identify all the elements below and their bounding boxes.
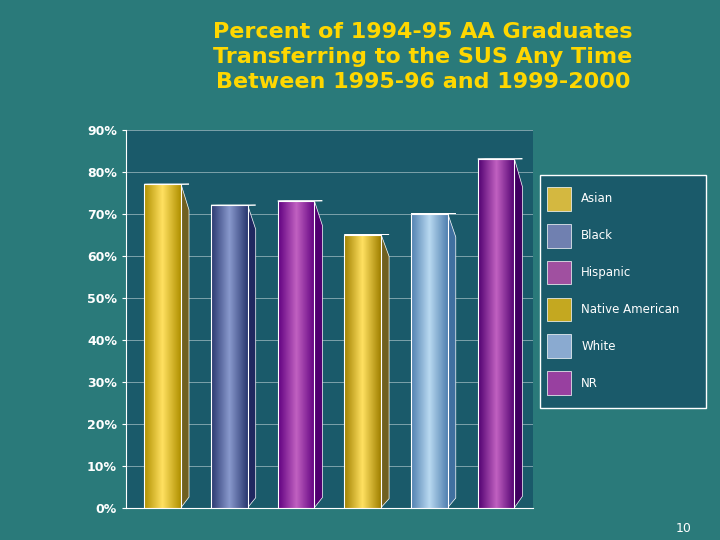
FancyBboxPatch shape [546,298,571,321]
Polygon shape [448,214,456,508]
Text: Asian: Asian [581,192,613,205]
Text: White: White [581,340,616,353]
FancyBboxPatch shape [546,187,571,211]
FancyBboxPatch shape [540,175,706,408]
Polygon shape [181,184,189,508]
Polygon shape [248,205,256,508]
Text: Hispanic: Hispanic [581,266,631,279]
Text: NR: NR [581,376,598,389]
Text: 10: 10 [675,522,691,535]
FancyBboxPatch shape [546,371,571,395]
FancyBboxPatch shape [546,261,571,285]
Text: Black: Black [581,230,613,242]
FancyBboxPatch shape [546,224,571,248]
FancyBboxPatch shape [546,334,571,358]
Polygon shape [381,234,389,508]
Text: Native American: Native American [581,303,680,316]
Text: Percent of 1994-95 AA Graduates
Transferring to the SUS Any Time
Between 1995-96: Percent of 1994-95 AA Graduates Transfer… [213,22,633,92]
Polygon shape [515,159,523,508]
Polygon shape [315,201,323,508]
